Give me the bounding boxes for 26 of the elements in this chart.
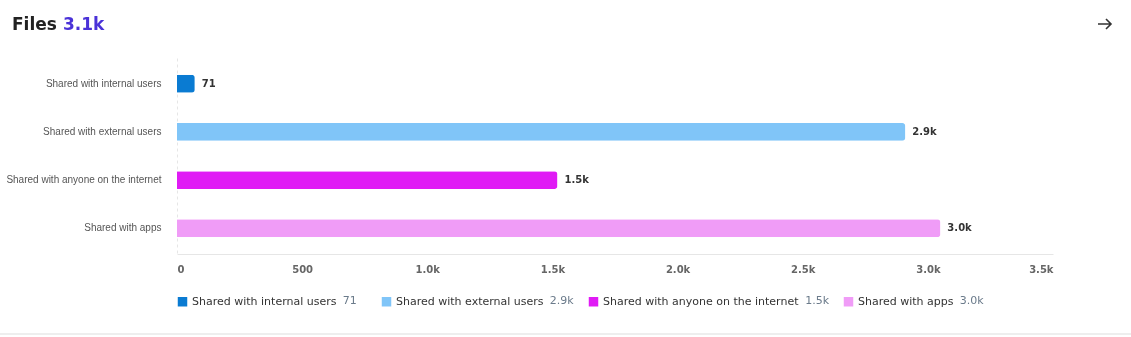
x-tick-label: 3.0k xyxy=(916,263,941,275)
y-tick-label: Shared with external users xyxy=(43,125,162,137)
data-label: 71 xyxy=(201,77,216,89)
legend-label: Shared with apps xyxy=(858,294,954,308)
y-tick-label: Shared with anyone on the internet xyxy=(6,174,162,186)
y-tick-label: Shared with apps xyxy=(84,222,162,234)
x-tick-label: 3.5k xyxy=(1029,263,1054,275)
data-label: 3.0k xyxy=(947,222,973,234)
x-tick-label: 2.0k xyxy=(665,263,691,275)
chart-subtitle: 3.1k xyxy=(62,14,105,34)
data-label: 2.9k xyxy=(912,125,938,137)
x-tick-label: 2.5k xyxy=(791,263,816,275)
text: 71 xyxy=(342,293,357,307)
x-tick-label: 0 xyxy=(177,263,185,275)
legend-label: Shared with internal users xyxy=(192,294,337,308)
x-tick-label: 1.5k xyxy=(540,263,566,275)
legend-label: Shared with anyone on the internet xyxy=(603,294,800,308)
text: 3.0k xyxy=(959,293,984,307)
x-tick-label: 1.0k xyxy=(415,263,441,275)
legend-label: Shared with external users xyxy=(396,294,544,308)
text: Files xyxy=(12,14,57,34)
x-tick-label: 500 xyxy=(292,263,314,275)
text: 1.5k xyxy=(805,293,830,307)
text: 2.9k xyxy=(549,293,574,307)
y-tick-label: Shared with internal users xyxy=(45,77,162,89)
data-label: 1.5k xyxy=(564,174,590,186)
